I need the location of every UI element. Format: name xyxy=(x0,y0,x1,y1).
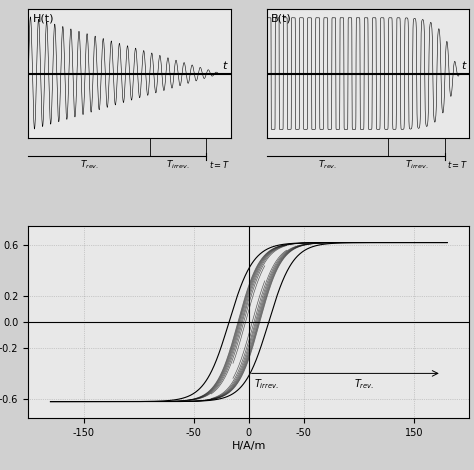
Text: $T_{rev.}$: $T_{rev.}$ xyxy=(318,159,337,172)
Text: H(t): H(t) xyxy=(33,13,54,23)
Text: t: t xyxy=(461,61,465,71)
X-axis label: H/A/m: H/A/m xyxy=(232,441,266,451)
Text: B(t): B(t) xyxy=(271,13,292,23)
Text: $T_{irrev.}$: $T_{irrev.}$ xyxy=(255,377,280,391)
Text: $T_{rev.}$: $T_{rev.}$ xyxy=(80,159,99,172)
Text: $T_{rev.}$: $T_{rev.}$ xyxy=(354,377,374,391)
Text: $t=T$: $t=T$ xyxy=(447,159,469,170)
Text: $T_{irrev.}$: $T_{irrev.}$ xyxy=(166,159,190,172)
Text: t: t xyxy=(222,61,227,71)
Text: $T_{irrev.}$: $T_{irrev.}$ xyxy=(405,159,428,172)
Text: $t=T$: $t=T$ xyxy=(209,159,230,170)
